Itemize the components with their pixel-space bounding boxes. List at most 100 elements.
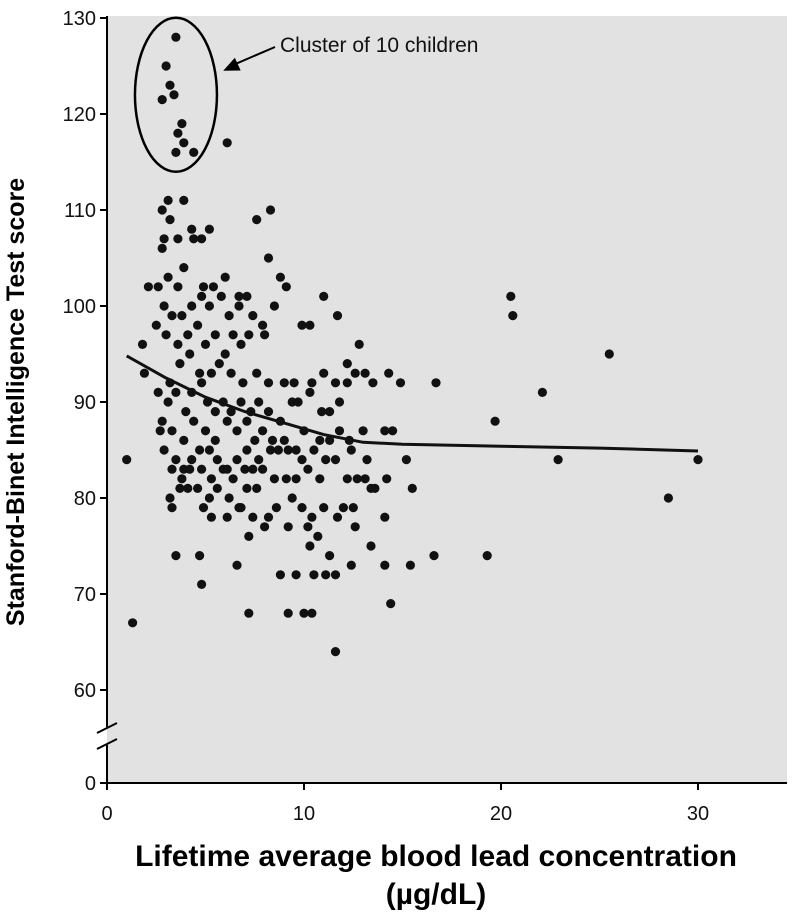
data-point	[269, 474, 279, 484]
data-point	[275, 416, 285, 426]
data-point	[167, 426, 177, 436]
data-point	[197, 579, 207, 590]
data-point	[330, 570, 341, 580]
data-point	[137, 339, 148, 349]
data-point	[366, 483, 376, 493]
data-point	[307, 512, 317, 522]
x-tick-label-10: 10	[293, 803, 315, 825]
data-point	[206, 512, 216, 522]
data-point	[197, 378, 207, 388]
data-point	[386, 599, 396, 609]
data-point	[315, 474, 325, 484]
data-point	[242, 483, 252, 493]
data-point	[325, 551, 335, 561]
data-point	[388, 426, 398, 436]
data-point	[204, 445, 214, 455]
data-point	[258, 426, 268, 436]
data-point	[346, 445, 356, 455]
data-point	[380, 426, 390, 436]
data-point	[153, 282, 163, 292]
data-point	[212, 455, 222, 465]
data-point	[195, 551, 205, 561]
y-tick-label-90: 90	[74, 392, 96, 414]
data-point	[297, 320, 307, 330]
data-point	[228, 474, 238, 484]
data-point	[330, 378, 341, 388]
data-point	[330, 455, 341, 465]
data-point	[482, 551, 492, 561]
data-point	[165, 80, 175, 90]
data-point	[254, 455, 264, 465]
data-point	[183, 330, 193, 340]
data-point	[153, 387, 163, 397]
data-point	[283, 522, 293, 532]
data-point	[177, 119, 187, 129]
y-tick-label-60: 60	[74, 680, 96, 702]
data-point	[165, 493, 175, 503]
data-point	[206, 474, 216, 484]
data-point	[187, 455, 197, 465]
data-point	[330, 647, 341, 657]
data-point	[305, 320, 315, 330]
data-point	[279, 378, 289, 388]
data-point	[305, 387, 315, 397]
data-point	[238, 378, 248, 388]
data-point	[224, 493, 234, 503]
data-point	[167, 503, 177, 513]
data-point	[252, 368, 262, 378]
points-layer	[122, 32, 703, 657]
data-point	[208, 282, 218, 292]
data-point	[165, 215, 175, 225]
data-point	[224, 311, 234, 321]
annotation-arrow	[223, 46, 276, 71]
data-point	[202, 397, 213, 407]
data-point	[122, 455, 132, 465]
data-point	[283, 445, 293, 455]
data-point	[429, 551, 439, 561]
data-point	[252, 215, 262, 225]
data-point	[395, 378, 406, 388]
data-point	[236, 503, 246, 513]
data-point	[281, 474, 291, 484]
data-point	[506, 291, 516, 301]
data-point	[293, 397, 303, 407]
data-point	[350, 368, 360, 378]
data-point	[269, 301, 279, 311]
data-point	[279, 435, 289, 445]
data-point	[321, 570, 331, 580]
y-tick-label-zero: 0	[85, 773, 96, 795]
data-point	[289, 378, 299, 388]
data-point	[169, 90, 179, 100]
x-axis-title: Lifetime average blood lead concentratio…	[135, 840, 737, 873]
data-point	[171, 455, 181, 465]
data-point	[220, 349, 230, 359]
data-point	[380, 512, 390, 522]
data-point	[265, 205, 276, 215]
data-point	[157, 243, 167, 253]
data-point	[242, 416, 252, 426]
data-point	[317, 407, 327, 417]
x-tick-label-20: 20	[490, 803, 512, 825]
data-point	[354, 339, 364, 349]
data-point	[157, 95, 167, 105]
data-point	[248, 311, 258, 321]
data-point	[163, 272, 173, 282]
data-point	[405, 560, 415, 570]
data-point	[307, 608, 317, 618]
data-point	[693, 455, 703, 465]
data-point	[210, 330, 220, 340]
data-point	[321, 455, 331, 465]
y-tick-label-110: 110	[64, 200, 96, 222]
data-point	[604, 349, 614, 359]
data-point	[173, 339, 183, 349]
y-axis-break	[96, 722, 118, 750]
data-point	[380, 560, 390, 570]
data-point	[281, 282, 291, 292]
data-point	[179, 195, 189, 205]
data-point	[206, 368, 216, 378]
data-point	[258, 320, 268, 330]
data-point	[242, 291, 252, 301]
data-point	[232, 560, 242, 570]
data-point	[189, 147, 199, 157]
